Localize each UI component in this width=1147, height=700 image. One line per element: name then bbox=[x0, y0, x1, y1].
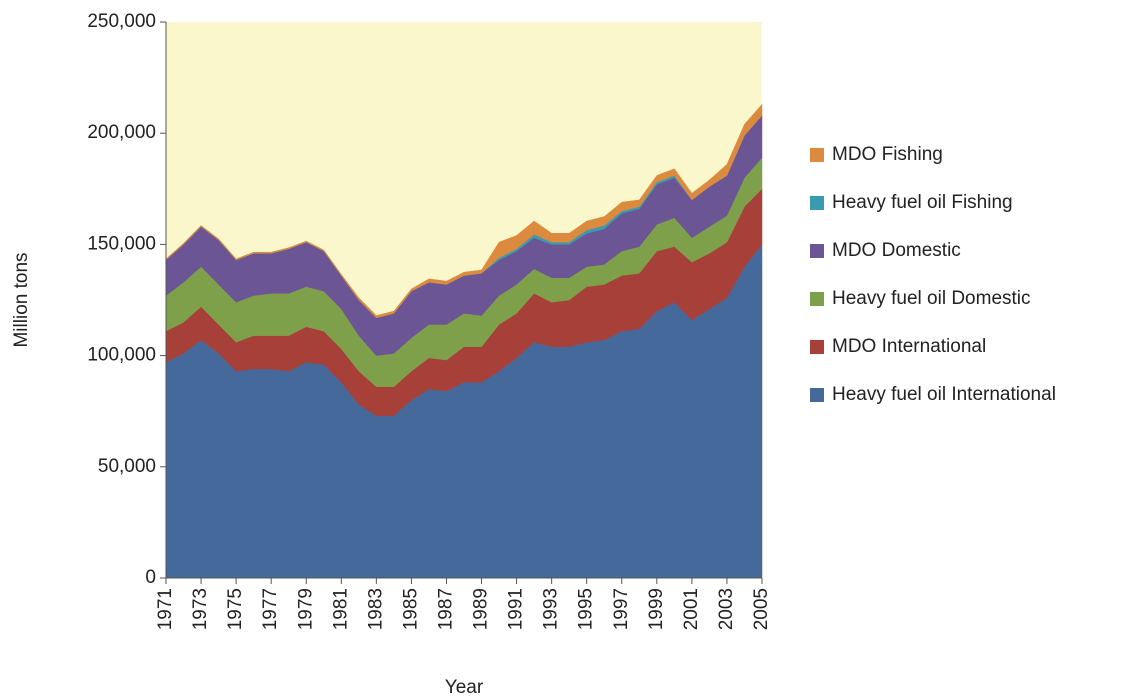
legend-label: Heavy fuel oil International bbox=[832, 384, 1056, 405]
y-tick-label: 50,000 bbox=[98, 456, 156, 477]
y-tick-label: 200,000 bbox=[87, 122, 156, 143]
x-tick-label: 1981 bbox=[330, 588, 351, 630]
legend-label: MDO Fishing bbox=[832, 144, 943, 165]
x-tick-label: 1983 bbox=[365, 588, 386, 630]
y-tick-label: 250,000 bbox=[87, 11, 156, 32]
x-tick-label: 1995 bbox=[576, 588, 597, 630]
y-tick-label: 100,000 bbox=[87, 345, 156, 366]
x-tick-label: 1991 bbox=[506, 588, 527, 630]
x-tick-label: 1997 bbox=[611, 588, 632, 630]
x-tick-label: 2005 bbox=[751, 588, 772, 630]
x-tick-label: 1971 bbox=[155, 588, 176, 630]
x-tick-label: 1987 bbox=[435, 588, 456, 630]
y-tick-label: 150,000 bbox=[87, 233, 156, 254]
x-tick-label: 2003 bbox=[716, 588, 737, 630]
legend-swatch bbox=[810, 148, 824, 162]
x-tick-label: 1985 bbox=[400, 588, 421, 630]
x-tick-label: 1975 bbox=[225, 588, 246, 630]
legend-label: Heavy fuel oil Fishing bbox=[832, 192, 1013, 213]
area bbox=[165, 103, 763, 319]
legend-label: MDO International bbox=[832, 336, 986, 357]
x-tick-label: 1993 bbox=[541, 588, 562, 630]
legend-label: Heavy fuel oil Domestic bbox=[832, 288, 1031, 309]
legend-swatch bbox=[810, 388, 824, 402]
x-tick-label: 1999 bbox=[646, 588, 667, 630]
x-tick-label: 1979 bbox=[295, 588, 316, 630]
x-axis-label: Year bbox=[445, 677, 484, 698]
legend-swatch bbox=[810, 292, 824, 306]
legend-label: MDO Domestic bbox=[832, 240, 961, 261]
y-tick-label: 0 bbox=[145, 567, 156, 588]
y-axis-label: Million tons bbox=[11, 252, 32, 347]
x-tick-label: 1989 bbox=[471, 588, 492, 630]
legend-swatch bbox=[810, 244, 824, 258]
legend-swatch bbox=[810, 340, 824, 354]
x-tick-label: 1977 bbox=[260, 588, 281, 630]
legend-swatch bbox=[810, 196, 824, 210]
x-tick-label: 1973 bbox=[190, 588, 211, 630]
x-tick-label: 2001 bbox=[681, 588, 702, 630]
